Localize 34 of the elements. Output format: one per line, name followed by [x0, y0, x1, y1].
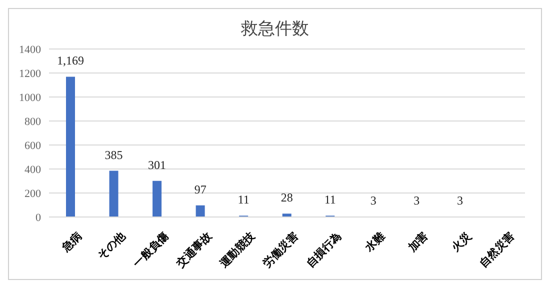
data-label: 301: [148, 158, 166, 172]
x-tick-label: 加害: [405, 230, 431, 256]
y-tick-label: 0: [36, 212, 42, 224]
data-label: 3: [370, 194, 376, 208]
x-tick-label: 自損行為: [304, 230, 344, 270]
x-tick-label: 労働災害: [260, 230, 301, 270]
data-label: 11: [324, 192, 336, 207]
data-label: 3: [456, 194, 463, 208]
x-tick-label: 急病: [58, 230, 84, 256]
data-label: 3: [414, 194, 420, 208]
y-tick-label: 1400: [19, 44, 42, 56]
bar: [66, 76, 75, 217]
y-tick-label: 800: [24, 116, 42, 128]
bar: [109, 170, 118, 217]
data-label: 11: [238, 192, 250, 207]
y-tick-label: 400: [24, 164, 42, 176]
x-tick-label: その他: [95, 228, 128, 262]
chart-title: 救急件数: [240, 18, 310, 40]
bar: [152, 180, 162, 217]
x-tick-label: 水難: [362, 230, 388, 256]
data-label: 28: [280, 190, 293, 205]
y-tick-label: 1200: [19, 68, 42, 80]
y-tick-label: 200: [24, 188, 42, 200]
data-label: 1,169: [57, 54, 84, 68]
x-tick-label: 火災: [449, 230, 474, 254]
data-label: 385: [104, 148, 123, 162]
x-tick-label: 運動競技: [216, 228, 258, 271]
bar: [196, 205, 205, 217]
y-tick-label: 600: [24, 140, 42, 152]
data-label: 97: [194, 182, 206, 196]
y-tick-label: 1000: [19, 92, 42, 104]
x-tick-label: 交通事故: [173, 228, 215, 271]
x-tick-label: 自然災害: [476, 230, 518, 270]
x-tick-label: 一般負傷: [130, 230, 171, 270]
